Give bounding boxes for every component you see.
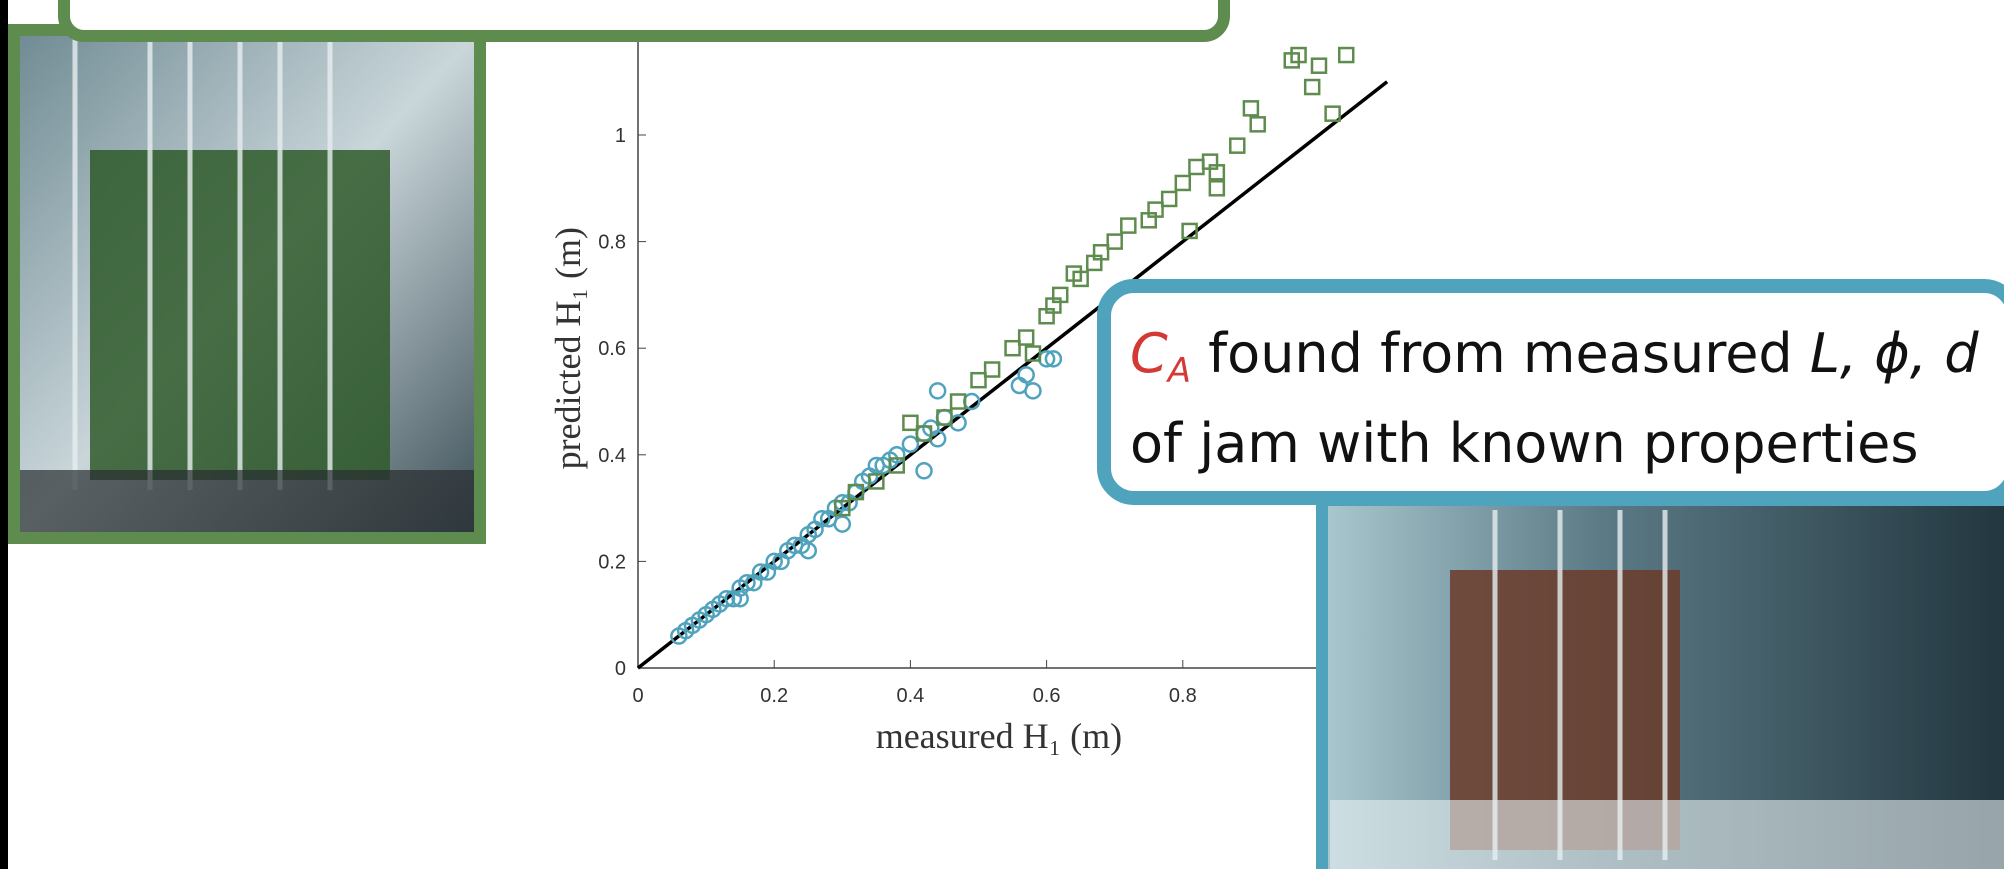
- y-tick-label: 0.4: [598, 445, 626, 467]
- circle-point: [833, 515, 852, 533]
- square-point: [970, 371, 987, 389]
- circle-point: [901, 435, 920, 453]
- circle-point: [1044, 350, 1063, 368]
- circle-point: [928, 382, 947, 400]
- variables: L, ϕ, d: [1810, 322, 1979, 385]
- square-point: [1004, 339, 1021, 357]
- x-tick-label: 0.8: [1169, 685, 1197, 707]
- circle-point: [888, 446, 906, 464]
- square-point: [1120, 217, 1137, 234]
- circle-point: [765, 552, 783, 571]
- square-point: [1229, 137, 1246, 154]
- square-point: [983, 361, 1001, 378]
- x-tick-label: 0.4: [896, 685, 924, 707]
- callout: CA found from measured L, ϕ, d of jam wi…: [1097, 279, 2004, 505]
- square-point: [1303, 78, 1321, 96]
- slide-edge: [0, 0, 8, 869]
- square-point: [868, 473, 885, 490]
- square-point: [1324, 105, 1341, 122]
- photo-known-jam: [1316, 494, 2004, 869]
- square-point: [1160, 190, 1178, 208]
- symbol: C: [1130, 322, 1168, 385]
- circle-point: [717, 589, 736, 608]
- square-point: [1072, 270, 1089, 288]
- photo-natural-jam: [8, 24, 486, 544]
- square-point: [847, 483, 865, 501]
- square-point: [1174, 174, 1192, 192]
- square-point: [1249, 116, 1266, 133]
- x-tick-label: 0.6: [1033, 685, 1061, 707]
- circle-point: [915, 462, 933, 480]
- circle-point: [1024, 382, 1042, 400]
- square-point: [1208, 180, 1226, 197]
- callout-line-2: of jam with known properties: [1130, 412, 1918, 475]
- square-point: [1092, 244, 1110, 261]
- subscript: A: [1166, 351, 1191, 391]
- circle-point: [738, 573, 756, 592]
- square-point: [1290, 46, 1307, 64]
- circle-point: [813, 510, 831, 528]
- square-point: [1024, 345, 1042, 362]
- square-point: [949, 393, 967, 410]
- square-point: [888, 457, 906, 474]
- square-point: [1051, 286, 1069, 304]
- y-tick-label: 0.6: [598, 338, 626, 360]
- callout-line-1: CA found from measured L, ϕ, d: [1130, 322, 1979, 391]
- x-tick-label: 0: [632, 685, 643, 707]
- reference-line: [636, 80, 1389, 670]
- square-point: [936, 409, 953, 426]
- circle-point: [751, 563, 770, 581]
- square-point: [1188, 158, 1205, 176]
- y-tick-label: 0.2: [598, 551, 626, 573]
- x-tick-label: 0.2: [760, 685, 788, 707]
- chart: measured H₁ (m) predicted H₁ (m) 0 0.2 0.4…: [548, 1, 1389, 756]
- square-point: [1242, 100, 1260, 117]
- y-tick-label: 1: [615, 125, 626, 147]
- square-point: [902, 414, 919, 432]
- square-point: [1017, 329, 1035, 346]
- x-axis-label: measured H₁ (m): [876, 716, 1122, 756]
- square-point: [915, 425, 933, 442]
- y-axis-label: predicted H₁ (m): [548, 227, 588, 469]
- circle-point: [799, 541, 817, 560]
- square-point: [1208, 164, 1226, 181]
- square-point: [1147, 201, 1164, 218]
- circle-point: [731, 589, 749, 608]
- square-point: [834, 499, 851, 517]
- square-point: [1337, 46, 1355, 64]
- square-point: [1310, 57, 1328, 74]
- text: found from measured: [1191, 322, 1810, 385]
- top-callout: [58, 0, 1230, 42]
- circle-point: [1017, 366, 1035, 384]
- square-point: [1181, 222, 1198, 240]
- y-tick-label: 0.8: [598, 232, 626, 254]
- y-tick-label: 0: [615, 658, 626, 680]
- square-point: [1106, 233, 1123, 250]
